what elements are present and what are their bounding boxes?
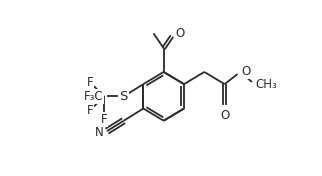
Text: F₃C: F₃C: [84, 90, 103, 103]
Text: S: S: [119, 90, 128, 103]
Text: N: N: [95, 126, 103, 139]
Text: O: O: [175, 27, 184, 40]
Text: CH₃: CH₃: [256, 78, 277, 91]
Text: O: O: [220, 109, 229, 122]
Text: F: F: [101, 113, 107, 126]
Text: N: N: [95, 126, 103, 139]
Text: F: F: [87, 76, 93, 89]
Text: O: O: [241, 65, 251, 78]
Text: F: F: [87, 104, 93, 117]
Text: S: S: [119, 90, 128, 103]
